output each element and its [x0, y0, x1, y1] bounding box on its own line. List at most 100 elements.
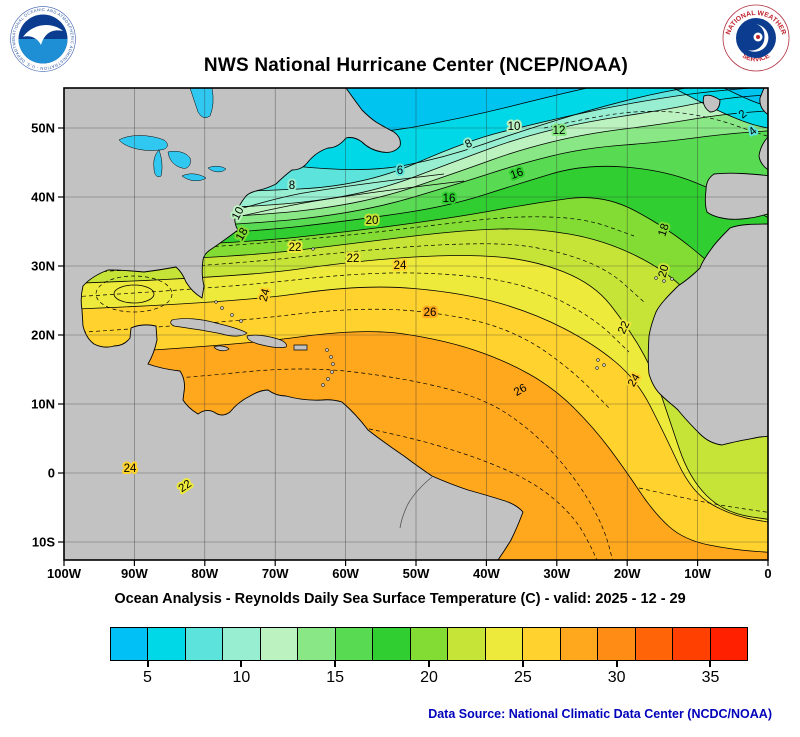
y-axis-label: 20N: [31, 328, 55, 343]
colorbar-segment-8: [410, 628, 449, 660]
isotherm-line-6: [64, 165, 768, 241]
contour-label-12: 12: [553, 125, 566, 137]
bahamas-islands: [214, 300, 243, 323]
dashed-isotherm-2: [64, 272, 630, 353]
colorbar-legend: [110, 627, 748, 661]
gulf-of-mexico-contour: [95, 275, 173, 313]
contour-label-24: 24: [124, 463, 137, 475]
y-axis-label: 30N: [31, 259, 55, 274]
lake-superior: [118, 135, 168, 151]
contour-label-26: 26: [424, 307, 437, 319]
isotherm-line-4: [64, 110, 768, 225]
iberia-landmass: [704, 172, 768, 220]
map-caption: Ocean Analysis - Reynolds Daily Sea Surf…: [114, 591, 686, 607]
isotherm-line-11: [64, 331, 768, 553]
contour-label-22: 22: [289, 242, 302, 254]
colorbar-segment-16: [710, 628, 747, 660]
page-title: NWS National Hurricane Center (NCEP/NOAA…: [203, 55, 629, 76]
isotherm-line-3: [64, 94, 768, 215]
colorbar-tick: [240, 661, 243, 667]
x-axis-label: 10W: [684, 566, 711, 581]
cuba: [170, 318, 248, 337]
colorbar-segment-12: [560, 628, 599, 660]
colorbar-tick-label: 15: [326, 669, 345, 686]
lesser-antilles-islands: [321, 348, 335, 387]
y-axis-label: 50N: [31, 121, 55, 136]
contour-label-24: 24: [258, 287, 273, 303]
colorbar-segment-1: [148, 628, 186, 660]
y-axis-label: 10N: [31, 397, 55, 412]
colorbar-segment-4: [260, 628, 299, 660]
noaa-logo-icon: NATIONAL OCEANIC AND ATMOSPHERIC ADMINIS…: [10, 6, 76, 72]
dashed-isotherm-5: [313, 417, 598, 560]
isotherm-line-5: [64, 130, 768, 233]
gulf-stream-line-0: [229, 173, 445, 213]
isotherm-line-2: [64, 88, 758, 199]
canary-islands: [654, 276, 674, 283]
nws-swirl-icon: [748, 24, 769, 52]
x-axis-label: 80W: [191, 566, 218, 581]
dashed-isotherm-0: [64, 216, 635, 256]
y-axis-label: 40N: [31, 190, 55, 205]
noaa-bird-icon: [23, 25, 63, 45]
gulf-of-mexico-contour-inner: [113, 284, 155, 304]
noaa-sea: [18, 39, 68, 64]
colorbar-tick-label: 5: [143, 669, 152, 686]
colorbar-segment-11: [523, 628, 561, 660]
colorbar-tick: [146, 661, 149, 667]
x-axis-label: 40W: [473, 566, 500, 581]
colorbar-segment-14: [635, 628, 674, 660]
lake-michigan: [153, 149, 163, 177]
colorbar-tick: [615, 661, 618, 667]
ireland-landmass: [702, 94, 721, 113]
amazon-river: [399, 476, 433, 529]
contour-label-6: 6: [397, 165, 403, 177]
contour-label-16: 16: [443, 193, 456, 205]
colorbar-tick: [709, 661, 712, 667]
x-axis-label: 30W: [543, 566, 570, 581]
x-axis-label: 50W: [403, 566, 430, 581]
cape-verde-islands: [595, 358, 606, 370]
colorbar-segment-13: [598, 628, 636, 660]
lake-huron: [167, 151, 191, 169]
nws-logo-icon: NATIONAL WEATHER SERVICE: [722, 4, 790, 72]
contour-label-24: 24: [394, 260, 407, 272]
x-axis-label: 0: [764, 566, 771, 581]
colorbar-segment-0: [111, 628, 149, 660]
x-axis-label: 60W: [332, 566, 359, 581]
y-axis-label: 10S: [32, 535, 55, 550]
data-source-credit: Data Source: National Climatic Data Cent…: [428, 707, 772, 721]
axis-labels: 50N 40N 30N 20N 10N 0 10S 100W 90W 80W 70W 60W 50W 40…: [31, 121, 771, 582]
colorbar-segment-15: [673, 628, 711, 660]
isotherm-contours: [64, 88, 768, 560]
isotherm-line-10: [64, 286, 768, 523]
landmasses: [64, 88, 768, 560]
colorbar-tick: [521, 661, 524, 667]
contour-label-20: 20: [366, 215, 379, 227]
colorbar-segment-2: [185, 628, 224, 660]
dashed-isotherm-4: [64, 368, 613, 560]
latlon-grid: [64, 88, 768, 560]
x-axis-label: 100W: [47, 566, 82, 581]
colorbar-segment-6: [335, 628, 374, 660]
lake-erie: [181, 173, 207, 181]
jamaica: [213, 345, 230, 352]
colorbar-segment-3: [223, 628, 261, 660]
africa-landmass: [647, 223, 768, 446]
colorbar-segment-10: [485, 628, 524, 660]
isotherm-line-9: [64, 255, 768, 520]
colorbar-tick: [334, 661, 337, 667]
nws-swirl-center: [756, 35, 760, 39]
x-axis-label: 90W: [121, 566, 148, 581]
colorbar-segment-7: [373, 628, 411, 660]
ne-pocket-line-0: [672, 88, 768, 129]
colorbar-segment-9: [448, 628, 486, 660]
britain-landmass: [759, 88, 768, 115]
contour-label-22: 22: [347, 253, 360, 265]
hispaniola: [246, 334, 287, 349]
y-axis-label: 0: [48, 466, 55, 481]
colorbar-tick-label: 10: [232, 669, 251, 686]
bermuda: [311, 247, 315, 251]
